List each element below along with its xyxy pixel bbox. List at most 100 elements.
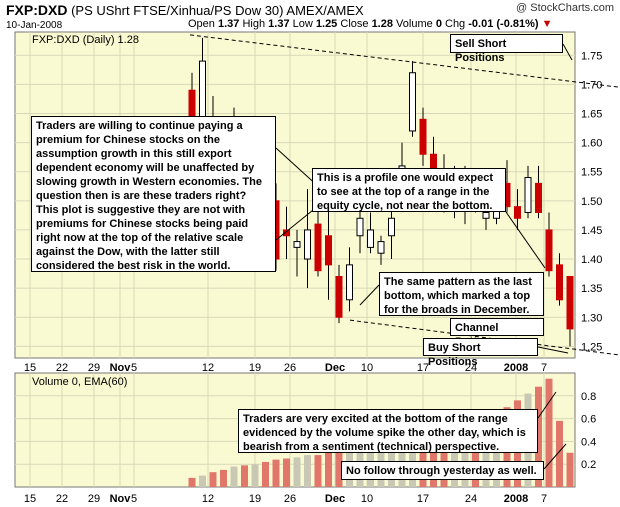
x-tick-label: 2008 (504, 493, 528, 505)
candle-body (535, 182, 542, 213)
note-profile: This is a profile one would expect to se… (312, 168, 506, 212)
note-connector (275, 205, 319, 241)
candle-body (409, 72, 416, 132)
x-tick-label: Dec (325, 362, 345, 374)
x-tick-label: 7 (541, 362, 547, 374)
price-tick-label: 1.75 (581, 50, 602, 62)
label-sell-short: Sell Short Positions (450, 34, 563, 64)
x-tick-label: 24 (465, 493, 477, 505)
volume-bar (241, 465, 248, 487)
candle-body (325, 235, 332, 266)
price-tick-label: 1.35 (581, 283, 602, 295)
price-tick-label: 1.45 (581, 225, 602, 237)
volume-bar (566, 452, 574, 487)
x-tick-label: 7 (541, 493, 547, 505)
x-tick-label: 24 (465, 362, 477, 374)
watermark: @ StockCharts.com (516, 2, 614, 14)
x-tick-label: 29 (88, 493, 100, 505)
volume-bar (304, 455, 311, 487)
candle-body (304, 229, 311, 260)
candle-body (314, 223, 322, 272)
candle-body (514, 206, 521, 219)
candle-body (419, 118, 427, 155)
candle-body (524, 177, 532, 213)
volume-bar (251, 464, 259, 487)
note-connector (537, 391, 557, 419)
note-traders: Traders are willing to continue paying a… (31, 116, 276, 272)
volume-bar (419, 433, 427, 487)
x-tick-label: 19 (249, 362, 261, 374)
chart-title: FXP:DXD (PS UShrt FTSE/Xinhua/PS Dow 30)… (6, 2, 364, 18)
volume-bar (283, 458, 290, 487)
candle-body (293, 241, 301, 248)
support-trendline (349, 319, 620, 356)
note-connector (543, 443, 567, 470)
volume-tick-label: 0.4 (581, 436, 596, 448)
candle-body (556, 264, 563, 301)
volume-bar (199, 475, 206, 487)
note-pattern: The same pattern as the last bottom, whi… (379, 272, 544, 316)
x-tick-label: 26 (284, 493, 296, 505)
x-tick-label: 12 (202, 362, 214, 374)
volume-bar (325, 452, 332, 487)
x-tick-label: 19 (249, 493, 261, 505)
price-tick-label: 1.60 (581, 138, 602, 150)
symbol: FXP:DXD (6, 2, 68, 18)
volume-bar (293, 457, 301, 487)
x-tick-label: 29 (88, 362, 100, 374)
x-tick-label: Dec (325, 493, 345, 505)
volume-legend: Volume 0, EMA(60) (32, 376, 127, 388)
x-tick-label: 5 (131, 493, 137, 505)
volume-bar (230, 466, 238, 487)
volume-bar (535, 386, 542, 487)
volume-bar (314, 455, 322, 487)
price-tick-label: 1.50 (581, 196, 602, 208)
price-legend: FXP:DXD (Daily) 1.28 (32, 34, 139, 46)
volume-bar (220, 469, 227, 487)
x-tick-label: 5 (131, 362, 137, 374)
note-connector (359, 284, 380, 306)
volume-bar (188, 477, 196, 487)
x-tick-label: 26 (284, 362, 296, 374)
x-tick-label: 10 (361, 362, 373, 374)
note-volume: Traders are very excited at the bottom o… (238, 409, 538, 453)
volume-bar (472, 420, 479, 487)
note-connector (562, 43, 573, 61)
x-tick-label: 22 (56, 493, 68, 505)
x-tick-label: 12 (202, 493, 214, 505)
symbol-description: (PS UShrt FTSE/Xinhua/PS Dow 30) (71, 3, 284, 18)
x-tick-label: Nov (110, 362, 132, 374)
volume-bar (451, 427, 458, 487)
x-tick-label: 22 (56, 362, 68, 374)
volume-bar (272, 459, 280, 487)
resistance-trendline (189, 34, 620, 88)
x-tick-label: 15 (24, 493, 36, 505)
price-tick-label: 1.40 (581, 254, 602, 266)
volume-bar (556, 420, 563, 487)
volume-tick-label: 0.6 (581, 414, 596, 426)
candle-body (335, 276, 343, 318)
x-tick-label: Nov (110, 493, 132, 505)
volume-bar (262, 461, 269, 487)
candle-body (346, 264, 353, 301)
volume-bar (430, 432, 437, 487)
candle-body (356, 217, 364, 237)
x-tick-label: 17 (417, 493, 429, 505)
chart-date: 10-Jan-2008 (6, 20, 63, 31)
exchange: AMEX/AMEX (286, 3, 364, 18)
price-tick-label: 1.55 (581, 167, 602, 179)
price-tick-label: 1.30 (581, 312, 602, 324)
candle-body (388, 217, 395, 237)
label-buy-short: Buy Short Positions (423, 338, 538, 368)
candle-body (482, 211, 490, 219)
label-channel-bottom: Channel Bottom (450, 318, 544, 348)
price-tick-label: 1.25 (581, 341, 602, 353)
price-tick-label: 1.70 (581, 79, 602, 91)
price-tick-label: 1.65 (581, 109, 602, 121)
candle-body (545, 229, 553, 272)
ohlc-readout: Open 1.37 High 1.37 Low 1.25 Close 1.28 … (188, 18, 553, 30)
volume-bar (209, 472, 217, 487)
candle-body (367, 229, 374, 248)
volume-bar (545, 378, 553, 487)
x-tick-label: 10 (361, 493, 373, 505)
